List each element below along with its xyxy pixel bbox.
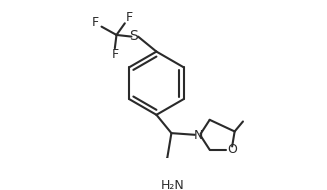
Text: S: S [129, 29, 138, 43]
Text: F: F [92, 16, 99, 29]
Text: N: N [193, 129, 203, 142]
Text: F: F [111, 48, 118, 61]
Text: F: F [126, 11, 132, 24]
Text: H₂N: H₂N [161, 179, 185, 190]
Text: O: O [227, 143, 237, 156]
